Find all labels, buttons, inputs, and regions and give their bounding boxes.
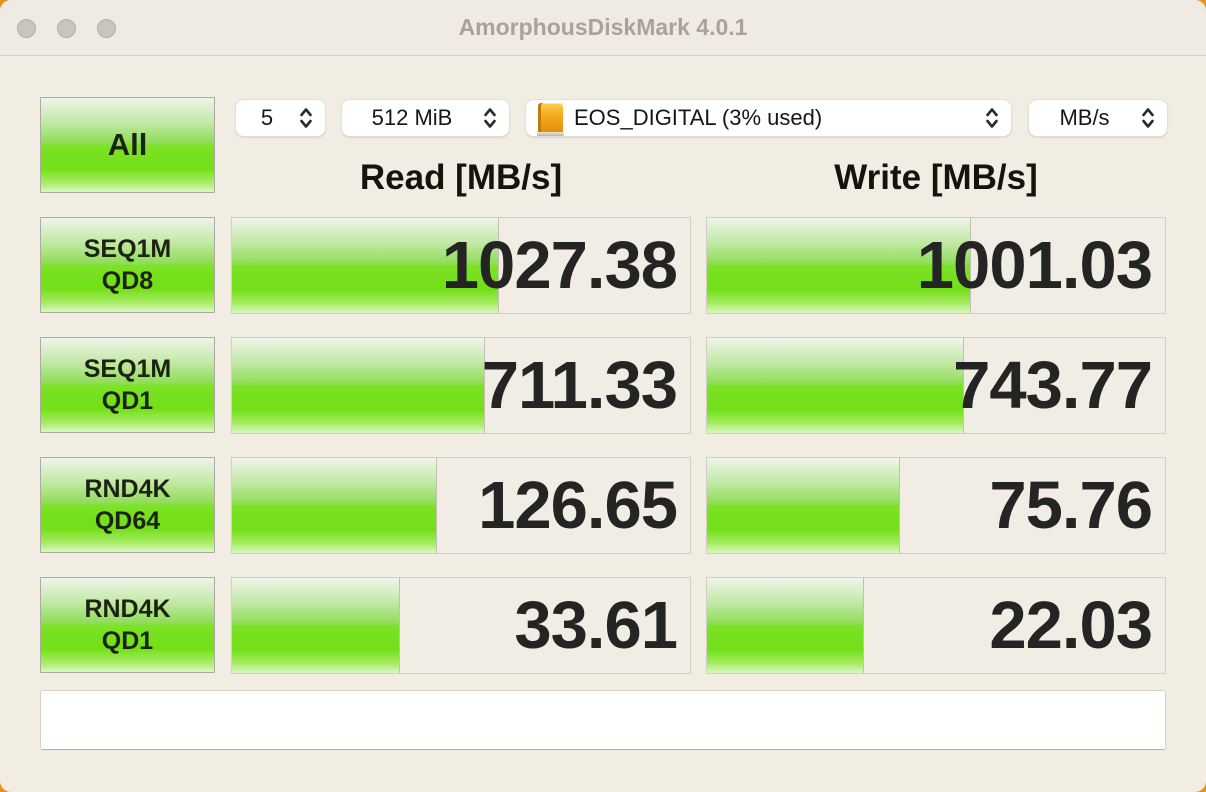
unit-value: MB/s	[1059, 105, 1110, 130]
test-size-value: 512 MiB	[371, 105, 453, 130]
target-volume-value: EOS_DIGITAL (3% used)	[574, 105, 823, 130]
result-value: 711.33	[481, 348, 678, 423]
chevron-up-down-icon	[1140, 105, 1156, 131]
test-button-rnd4k-qd64[interactable]: RND4K QD64	[40, 457, 215, 553]
chevron-up-down-icon	[482, 105, 498, 131]
result-value: 1001.03	[916, 228, 1153, 303]
result-cell-write-seq1m-qd1: 743.77	[706, 337, 1166, 434]
write-column-header: Write [MB/s]	[834, 158, 1038, 197]
result-bar	[232, 218, 498, 313]
test-button-seq1m-qd1[interactable]: SEQ1M QD1	[40, 337, 215, 433]
test-label-line1: SEQ1M	[83, 235, 172, 263]
result-cell-read-rnd4k-qd1: 33.61	[231, 577, 691, 674]
result-value: 75.76	[989, 468, 1153, 543]
test-button-rnd4k-qd1[interactable]: RND4K QD1	[40, 577, 215, 673]
result-bar	[232, 578, 400, 673]
titlebar: AmorphousDiskMark 4.0.1	[0, 0, 1206, 56]
result-value: 33.61	[514, 588, 678, 663]
result-bar	[707, 218, 971, 313]
target-volume-popup[interactable]: EOS_DIGITAL (3% used)	[525, 99, 1012, 137]
test-label-line2: QD1	[101, 627, 154, 655]
result-value: 1027.38	[441, 228, 678, 303]
result-value: 126.65	[478, 468, 678, 543]
test-label-line2: QD64	[94, 507, 161, 535]
read-column-header: Read [MB/s]	[359, 158, 563, 197]
result-bar	[707, 578, 863, 673]
external-drive-icon	[537, 102, 564, 136]
status-text-field[interactable]	[40, 690, 1166, 750]
run-all-label: All	[107, 127, 148, 162]
result-value: 22.03	[989, 588, 1153, 663]
zoom-button[interactable]	[97, 19, 116, 38]
test-label-line1: SEQ1M	[83, 355, 172, 383]
result-bar	[707, 338, 964, 433]
result-cell-read-seq1m-qd8: 1027.38	[231, 217, 691, 314]
result-cell-read-seq1m-qd1: 711.33	[231, 337, 691, 434]
test-button-seq1m-qd8[interactable]: SEQ1M QD8	[40, 217, 215, 313]
result-cell-write-rnd4k-qd64: 75.76	[706, 457, 1166, 554]
run-count-value: 5	[260, 105, 274, 130]
unit-popup[interactable]: MB/s	[1028, 99, 1168, 137]
result-cell-write-seq1m-qd8: 1001.03	[706, 217, 1166, 314]
result-bar	[707, 458, 900, 553]
run-all-button[interactable]: All	[40, 97, 215, 193]
result-bar	[232, 338, 484, 433]
close-button[interactable]	[17, 19, 36, 38]
result-cell-read-rnd4k-qd64: 126.65	[231, 457, 691, 554]
run-count-popup[interactable]: 5	[235, 99, 326, 137]
test-label-line2: QD1	[101, 387, 154, 415]
test-label-line1: RND4K	[84, 595, 171, 623]
test-label-line1: RND4K	[84, 475, 171, 503]
result-bar	[232, 458, 436, 553]
result-value: 743.77	[953, 348, 1153, 423]
minimize-button[interactable]	[57, 19, 76, 38]
test-size-popup[interactable]: 512 MiB	[341, 99, 510, 137]
test-label-line2: QD8	[101, 267, 154, 295]
chevron-up-down-icon	[298, 105, 314, 131]
window-title: AmorphousDiskMark 4.0.1	[458, 14, 748, 40]
chevron-up-down-icon	[984, 105, 1000, 131]
result-cell-write-rnd4k-qd1: 22.03	[706, 577, 1166, 674]
